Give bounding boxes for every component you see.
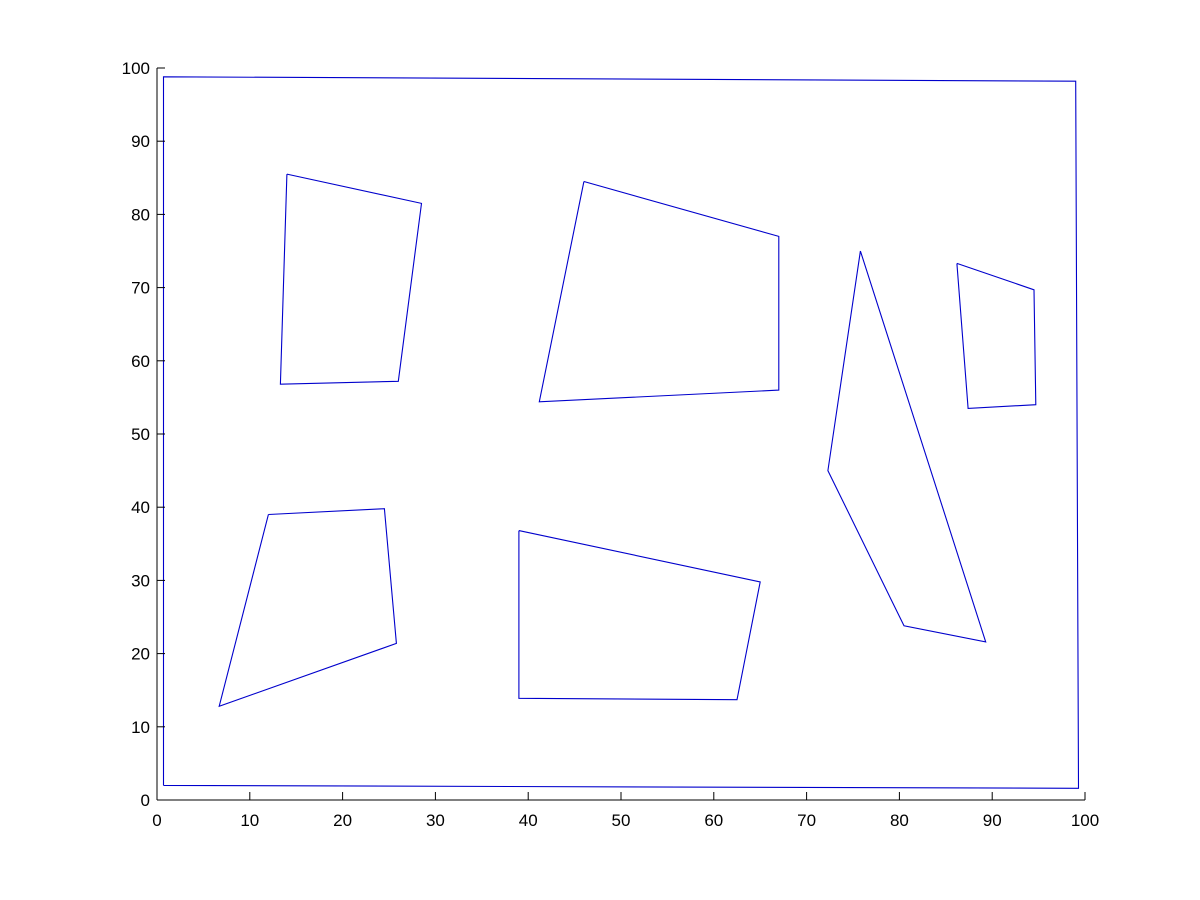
y-tick-label: 50 — [131, 425, 150, 444]
x-tick-label: 10 — [240, 811, 259, 830]
y-tick-label: 70 — [131, 279, 150, 298]
x-tick-label: 0 — [152, 811, 161, 830]
obstacle-polygon-4 — [956, 262, 1037, 409]
obstacle-polygon-1 — [279, 173, 423, 385]
obstacle-polygon-5 — [218, 508, 397, 708]
x-tick-label: 80 — [890, 811, 909, 830]
y-tick-label: 40 — [131, 498, 150, 517]
series-layer — [162, 76, 1080, 789]
obstacle-polygon-6 — [518, 530, 761, 701]
y-tick-label: 20 — [131, 645, 150, 664]
x-tick-label: 70 — [797, 811, 816, 830]
obstacle-polygon-3 — [827, 250, 987, 643]
y-tick-label: 30 — [131, 571, 150, 590]
ticks-layer: 0 10 20 30 40 50 60 70 80 90 100 0 10 20 30 40 50 60 70 80 9… — [122, 59, 1100, 830]
boundary-polygon — [162, 76, 1080, 789]
y-tick-label: 80 — [131, 205, 150, 224]
x-tick-label: 20 — [333, 811, 352, 830]
x-tick-label: 60 — [704, 811, 723, 830]
y-tick-label: 90 — [131, 132, 150, 151]
x-tick-label: 90 — [983, 811, 1002, 830]
x-tick-label: 40 — [519, 811, 538, 830]
x-tick-label: 100 — [1071, 811, 1099, 830]
axes — [156, 68, 1085, 801]
y-tick-label: 60 — [131, 352, 150, 371]
x-tick-label: 50 — [612, 811, 631, 830]
x-tick-label: 30 — [426, 811, 445, 830]
y-tick-label: 10 — [131, 718, 150, 737]
obstacle-polygon-2 — [538, 180, 780, 403]
y-tick-label: 100 — [122, 59, 150, 78]
y-tick-label: 0 — [141, 791, 150, 810]
